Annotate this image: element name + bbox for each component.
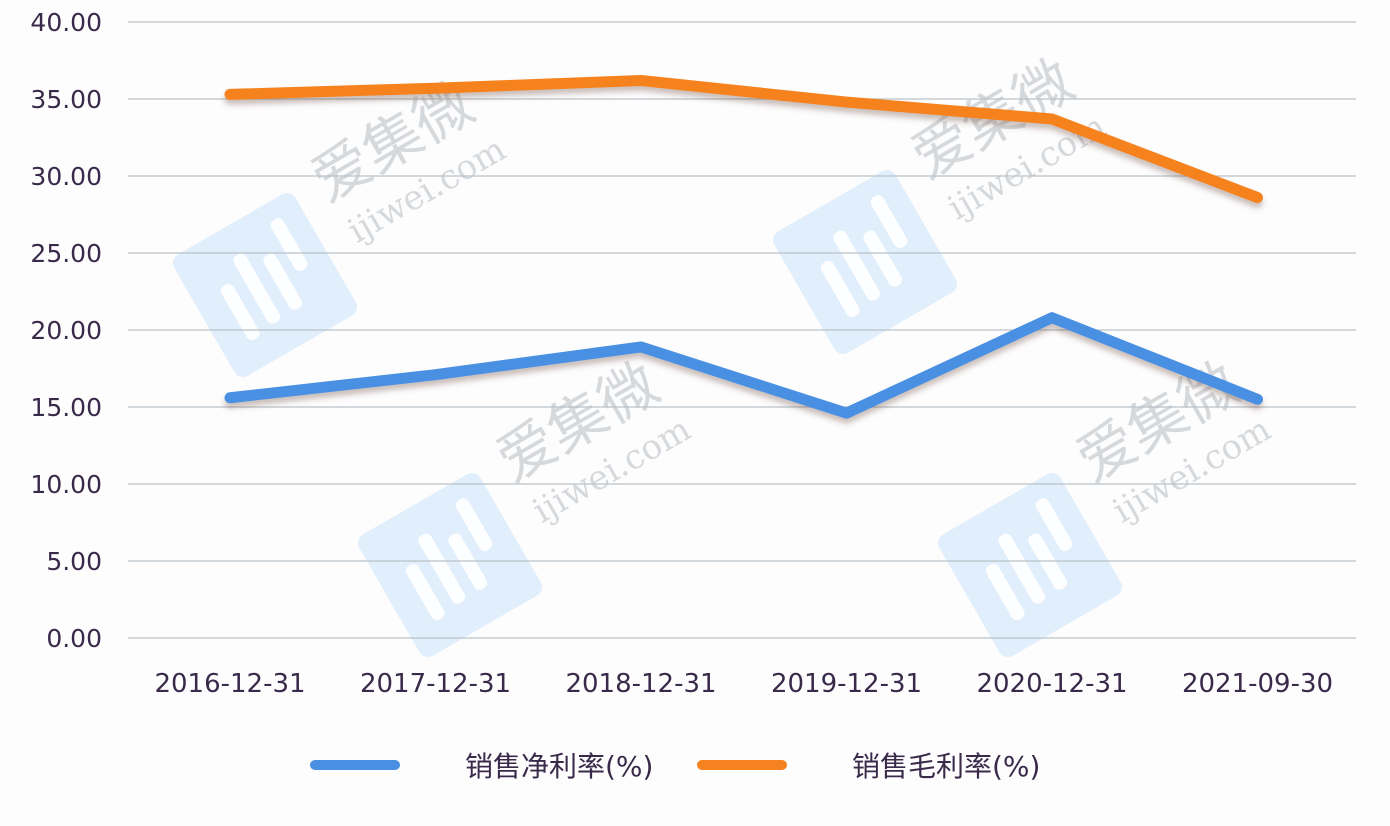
x-tick-label: 2018-12-31: [565, 669, 716, 699]
y-tick-label: 35.00: [30, 85, 102, 114]
y-tick-label: 10.00: [30, 470, 102, 499]
x-tick-label: 2021-09-30: [1182, 669, 1333, 699]
x-tick-label: 2020-12-31: [976, 669, 1127, 699]
legend-label: 销售毛利率(%): [852, 750, 1040, 783]
legend: 销售净利率(%) 销售毛利率(%): [310, 750, 1040, 783]
x-axis: 2016-12-31 2017-12-31 2018-12-31 2019-12-31…: [154, 669, 1333, 699]
watermark-logo-icon: [938, 473, 1122, 657]
x-tick-label: 2017-12-31: [360, 669, 511, 699]
y-tick-label: 5.00: [46, 547, 102, 576]
gross-margin-line: [224, 75, 1263, 204]
y-tick-label: 15.00: [30, 393, 102, 422]
y-axis: 0.00 5.00 10.00 15.00 20.00 25.00 30.00 35.00 40…: [30, 8, 102, 653]
y-tick-label: 25.00: [30, 239, 102, 268]
y-tick-label: 40.00: [30, 8, 102, 37]
watermark-logo-icon: [773, 170, 957, 354]
y-tick-label: 30.00: [30, 162, 102, 191]
watermark-logo-icon: [173, 193, 357, 377]
y-tick-label: 0.00: [46, 624, 102, 653]
watermark-logo-icon: [358, 473, 542, 657]
grid-lines: [128, 21, 1356, 639]
legend-label: 销售净利率(%): [465, 750, 653, 783]
series-lines: [224, 75, 1263, 419]
x-tick-label: 2019-12-31: [771, 669, 922, 699]
x-tick-label: 2016-12-31: [154, 669, 305, 699]
net-margin-line: [224, 312, 1263, 419]
y-tick-label: 20.00: [30, 316, 102, 345]
